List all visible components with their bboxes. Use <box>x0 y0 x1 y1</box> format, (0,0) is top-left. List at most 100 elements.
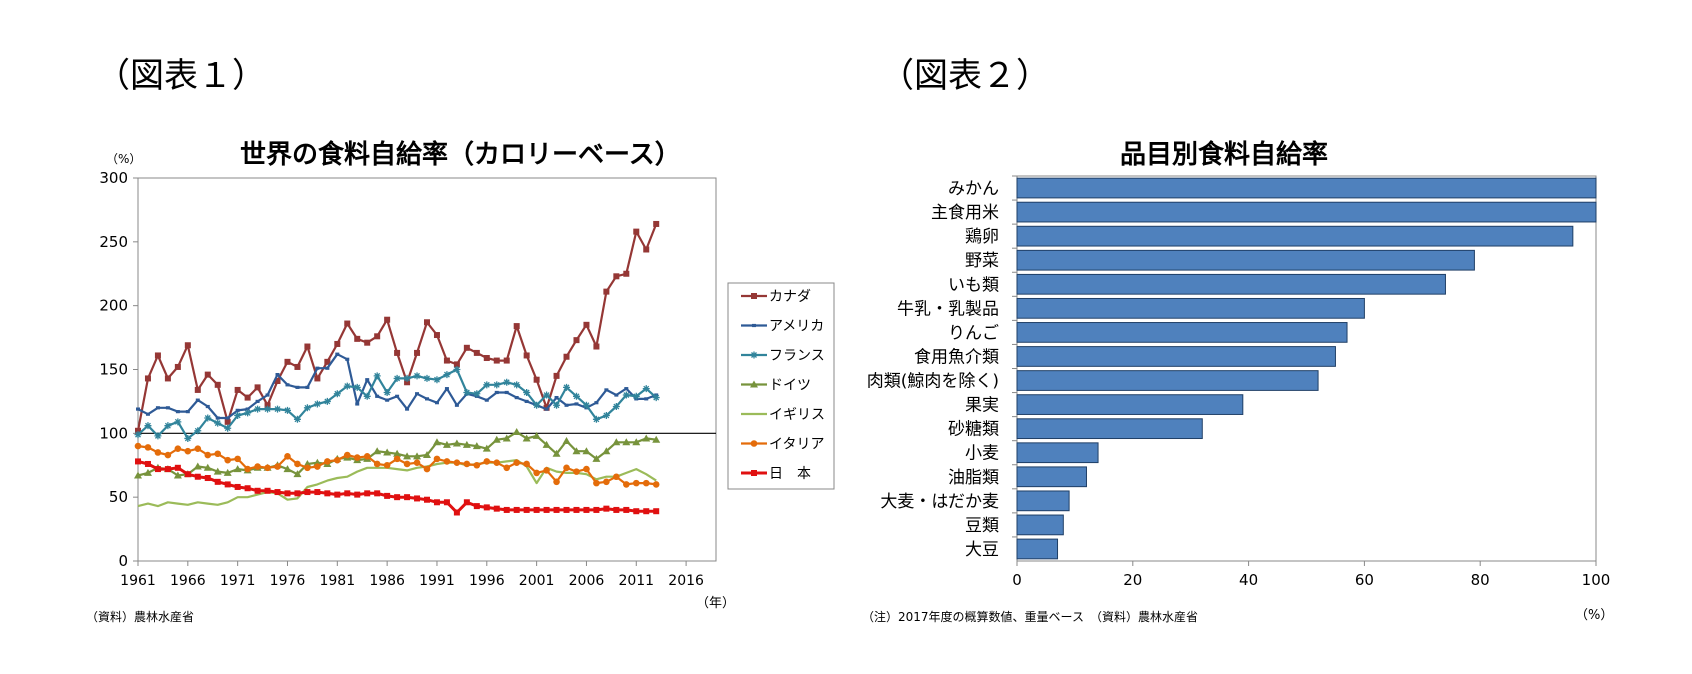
chart1-data-point <box>265 393 270 397</box>
chart2-bar <box>1016 201 1597 223</box>
chart1-data-point <box>583 465 590 473</box>
chart1-data-point <box>572 447 581 455</box>
chart1-data-point <box>512 428 521 436</box>
chart1-data-point <box>164 451 172 459</box>
chart1-series-2 <box>134 366 660 442</box>
chart1-data-point <box>483 355 490 362</box>
chart1-data-point <box>194 473 201 480</box>
chart2-bar <box>1016 466 1087 488</box>
chart1-data-point <box>582 401 590 409</box>
chart1-series-0 <box>135 220 660 434</box>
chart1-data-point <box>433 499 440 506</box>
chart1-data-point <box>353 456 362 464</box>
chart1-data-point <box>613 473 620 481</box>
chart1-data-point <box>254 463 261 470</box>
chart1-data-point <box>493 381 501 389</box>
chart1-data-point <box>354 335 361 342</box>
chart1-data-point <box>642 385 650 393</box>
chart1-data-point <box>553 401 561 409</box>
chart1-data-point <box>244 394 251 401</box>
chart1-data-point <box>204 371 211 378</box>
chart1-data-point <box>443 458 451 465</box>
chart1-data-point <box>463 344 470 351</box>
chart1-data-point <box>343 451 351 459</box>
chart1-data-point <box>155 406 160 410</box>
chart2-category-label: りんご <box>948 323 999 343</box>
chart1-data-point <box>355 402 360 406</box>
chart2-plot-area <box>1016 175 1597 562</box>
chart1-y-tick-label: 300 <box>99 169 128 187</box>
chart1-data-point <box>424 496 430 503</box>
chart1-data-point <box>254 405 262 413</box>
chart1-data-point <box>145 412 150 416</box>
chart1-data-point <box>165 406 170 410</box>
chart1-data-point <box>484 398 489 402</box>
chart1-data-point <box>185 410 190 414</box>
chart1-data-point <box>463 388 471 396</box>
chart1-data-point <box>482 444 491 452</box>
chart1-data-point <box>622 391 630 399</box>
chart1-data-point <box>325 366 330 370</box>
figure1-label: （図表１） <box>96 56 266 96</box>
chart1-data-point <box>353 383 361 391</box>
chart1-data-point <box>354 491 361 498</box>
chart1-data-point <box>244 465 251 473</box>
chart1-data-point <box>443 371 451 379</box>
chart1-data-point <box>474 394 479 398</box>
chart1-y-tick-label: 200 <box>99 297 128 315</box>
chart1-data-point <box>504 390 509 395</box>
chart1-data-point <box>304 489 311 496</box>
chart1-data-point <box>413 459 421 466</box>
chart1-data-point <box>433 455 441 463</box>
chart1-data-point <box>283 406 291 414</box>
chart1-data-point <box>473 349 480 356</box>
chart1-data-point <box>593 506 600 513</box>
chart1-data-point <box>244 485 251 492</box>
chart1-y-tick-label: 0 <box>118 552 128 570</box>
chart1-y-unit: （%） <box>106 152 142 166</box>
chart2-x-tick-label: 0 <box>1012 571 1022 589</box>
chart1-data-point <box>223 468 232 476</box>
chart1-series-4 <box>137 459 657 508</box>
chart1-data-point <box>214 381 221 388</box>
chart1-data-point <box>553 506 560 513</box>
chart1-data-point <box>313 458 322 466</box>
chart1-data-point <box>393 455 401 463</box>
chart1-data-point <box>563 353 570 360</box>
chart1-legend-marker <box>750 380 758 388</box>
chart1-data-point <box>304 343 311 350</box>
chart1-data-point <box>653 220 660 227</box>
chart1-x-tick-label: 2011 <box>618 573 654 589</box>
chart1-data-point <box>224 424 232 432</box>
chart1-data-point <box>574 402 579 406</box>
chart2-category-label: 小麦 <box>965 444 999 464</box>
chart1-data-point <box>234 483 241 490</box>
chart2-category-label: 牛乳・乳製品 <box>897 299 999 319</box>
chart1-data-point <box>264 402 271 409</box>
chart1-data-point <box>425 397 429 401</box>
chart1-data-point <box>612 403 620 411</box>
chart1-data-point <box>592 454 601 462</box>
chart1-data-point <box>453 361 460 368</box>
chart2-category-label: 食用魚介類 <box>914 347 999 367</box>
chart1-data-point <box>652 435 661 443</box>
chart1-data-point <box>503 506 510 513</box>
chart1-data-point <box>403 452 412 460</box>
chart1-data-point <box>274 405 282 413</box>
chart1-data-point <box>343 382 351 390</box>
chart1-data-point <box>453 509 460 516</box>
chart2-bar <box>1016 225 1574 247</box>
chart1-data-point <box>553 372 560 379</box>
chart1-data-point <box>592 415 600 423</box>
chart1-x-tick-label: 1961 <box>120 573 156 589</box>
chart1-data-point <box>483 504 490 511</box>
chart2-x-unit: （%） <box>1575 608 1614 623</box>
chart1-data-point <box>314 463 321 470</box>
chart1-data-point <box>215 416 220 420</box>
chart1-data-point <box>374 333 381 340</box>
chart1-legend-marker <box>751 293 757 299</box>
chart1-x-tick-label: 1986 <box>369 573 405 589</box>
chart1-data-point <box>612 438 621 446</box>
chart2-x-tick-label: 100 <box>1582 571 1611 589</box>
chart1-data-point <box>523 388 531 396</box>
